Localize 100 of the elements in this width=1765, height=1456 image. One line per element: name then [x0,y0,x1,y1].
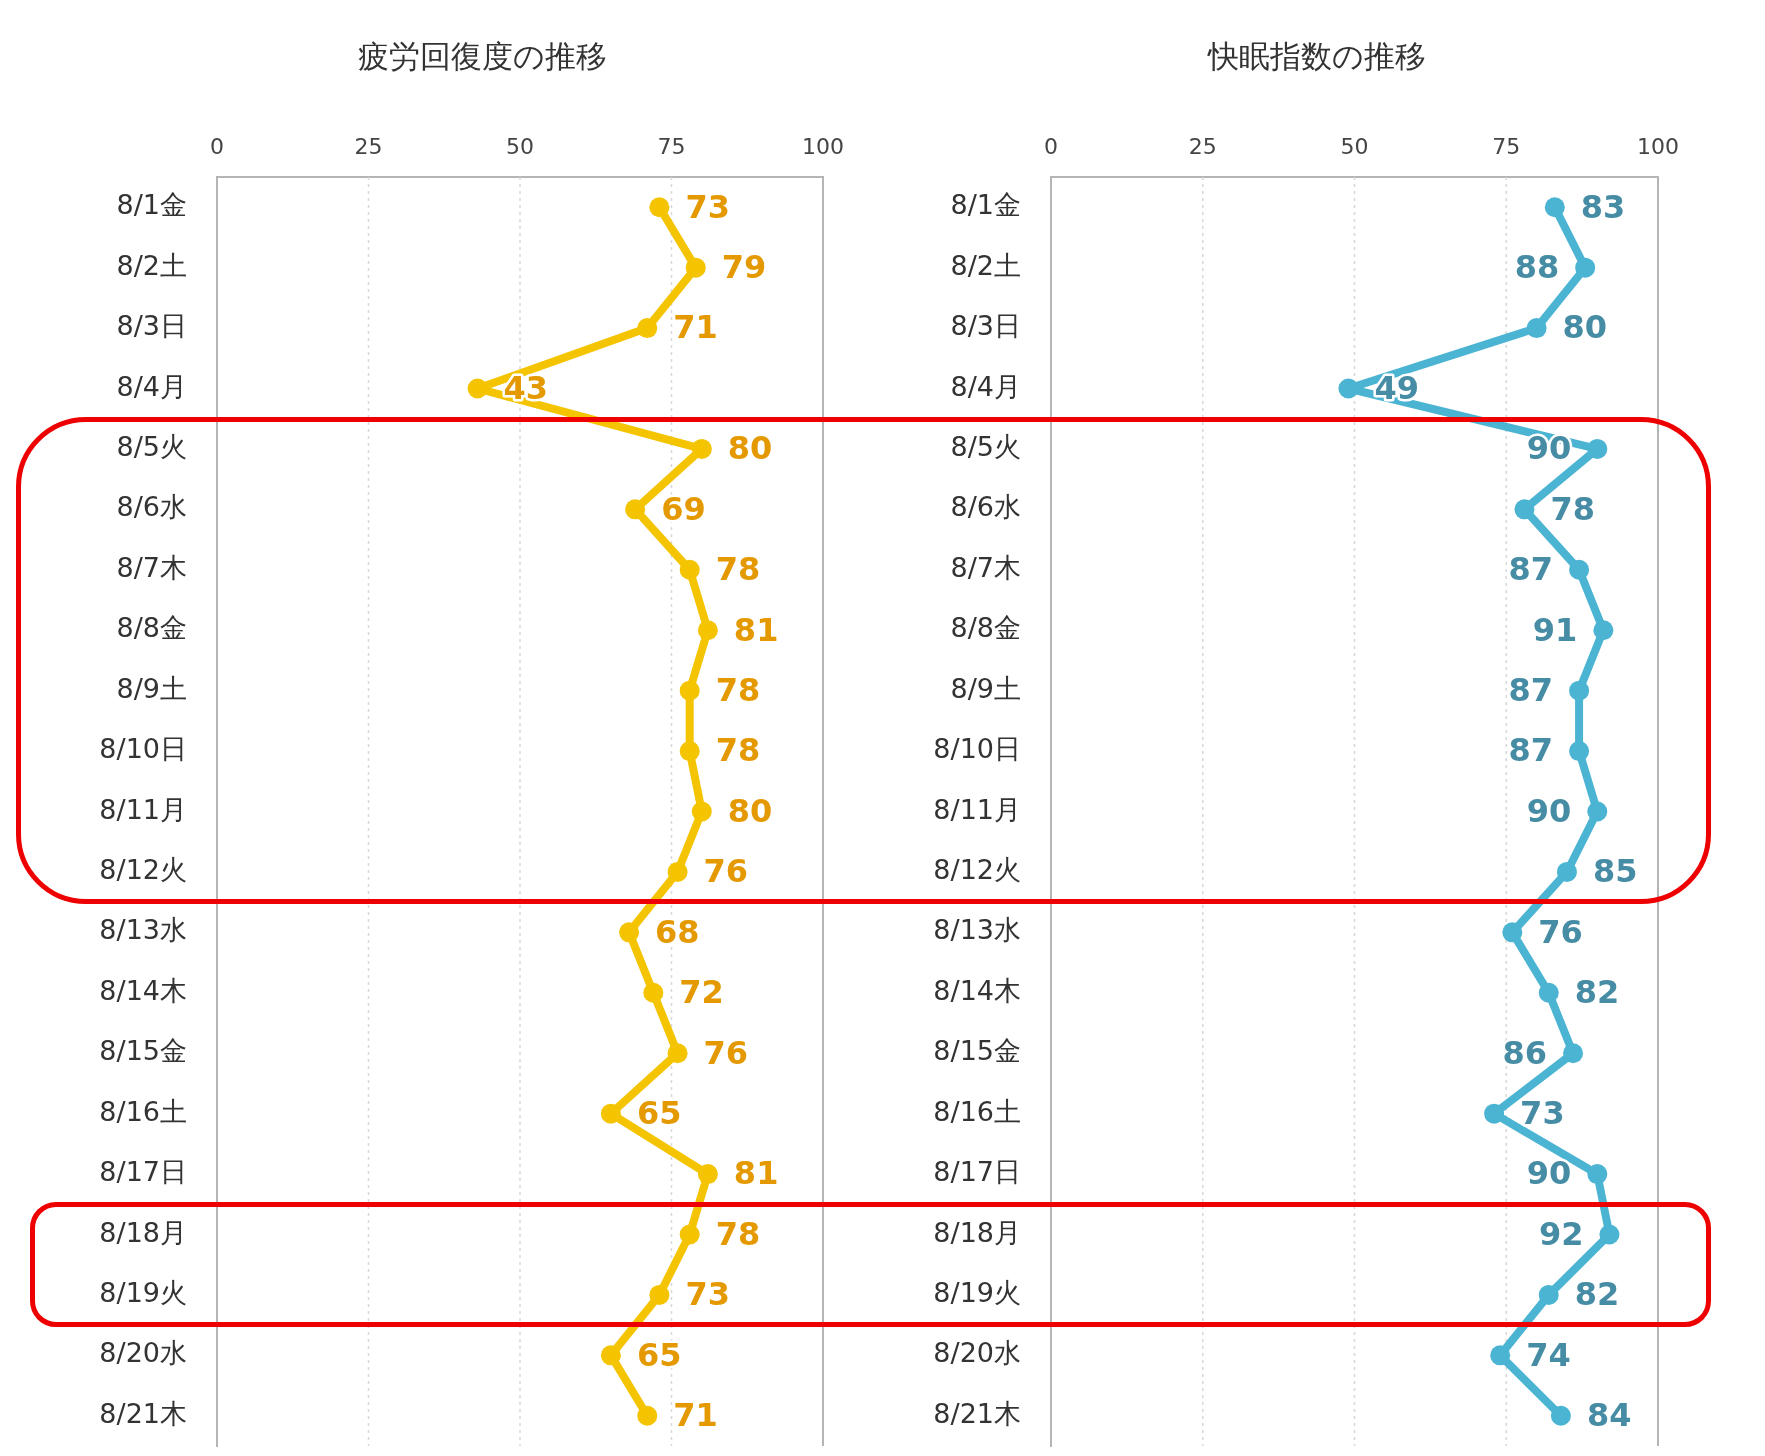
y-tick-label: 8/12火 [933,853,1021,885]
data-label: 73 [1520,1093,1565,1132]
point [691,438,712,459]
y-tick-label: 8/7木 [116,551,187,583]
y-tick-label: 8/5火 [950,430,1021,462]
point [1575,257,1596,278]
data-label: 76 [703,1033,749,1072]
point [697,1164,718,1185]
point [679,741,700,762]
x-tick-label: 75 [657,133,686,159]
data-label: 76 [1538,912,1583,951]
y-tick-label: 8/1金 [116,189,187,221]
data-label: 90 [1526,791,1572,830]
point [1550,1405,1571,1426]
data-label: 76 [703,852,749,891]
data-label: 79 [721,247,767,286]
x-tick-label: 0 [210,133,224,159]
y-tick-label: 8/14木 [99,974,187,1006]
data-label: 83 [1580,187,1626,226]
point [600,1345,621,1366]
y-tick-label: 8/6水 [116,491,187,523]
data-label: 88 [1514,247,1560,286]
point [697,620,718,641]
point [1538,1284,1559,1305]
data-label: 49 [1374,368,1419,407]
data-label: 82 [1574,1275,1620,1314]
data-label: 90 [1526,1154,1572,1193]
data-label: 80 [1562,308,1608,347]
y-tick-label: 8/20水 [99,1337,187,1369]
y-tick-label: 8/9土 [116,672,187,704]
data-label: 81 [733,610,779,649]
y-tick-label: 8/21木 [99,1397,187,1429]
data-label: 82 [1574,973,1620,1012]
data-label: 78 [715,670,761,709]
point [1526,318,1547,339]
point [1484,1103,1505,1124]
point [467,378,488,399]
point [1544,197,1565,218]
point [667,861,688,882]
data-label: 71 [673,1396,718,1435]
point [1569,741,1590,762]
data-label: 85 [1592,852,1638,891]
data-label: 43 [503,368,549,407]
y-tick-label: 8/17日 [933,1156,1021,1188]
y-tick-label: 8/12火 [99,853,187,885]
y-tick-label: 8/10日 [99,733,187,765]
data-label: 80 [727,429,773,468]
point [1538,982,1559,1003]
y-tick-label: 8/10日 [933,733,1021,765]
y-tick-label: 8/8金 [116,612,187,644]
x-tick-label: 25 [354,133,383,159]
y-tick-label: 8/8金 [950,612,1021,644]
y-tick-label: 8/2土 [116,249,187,281]
x-tick-label: 100 [802,133,844,159]
point [619,922,640,943]
point [600,1103,621,1124]
y-tick-label: 8/2土 [950,249,1021,281]
y-tick-label: 8/4月 [116,370,187,402]
data-label: 84 [1586,1396,1632,1435]
data-label: 73 [685,187,730,226]
data-label: 73 [685,1275,730,1314]
point [1502,922,1523,943]
data-label: 72 [679,973,724,1012]
data-label: 87 [1508,731,1554,770]
y-tick-label: 8/3日 [116,310,187,342]
point [685,257,706,278]
data-label: 78 [1550,489,1595,528]
y-tick-label: 8/19火 [933,1276,1021,1308]
x-tick-label: 100 [1637,133,1679,159]
y-tick-label: 8/11月 [933,793,1021,825]
y-tick-label: 8/6水 [950,491,1021,523]
point [649,197,670,218]
point [679,559,700,580]
point [1593,620,1614,641]
point [1338,378,1359,399]
data-label: 65 [636,1335,682,1374]
x-tick-label: 75 [1492,133,1521,159]
data-label: 78 [715,1214,761,1253]
data-label: 80 [727,791,773,830]
data-label: 87 [1508,670,1554,709]
data-label: 69 [661,489,706,528]
point [1563,1043,1584,1064]
point [1587,801,1608,822]
data-label: 92 [1538,1214,1584,1253]
data-label: 65 [636,1093,682,1132]
point [1587,438,1608,459]
y-tick-label: 8/21木 [933,1397,1021,1429]
y-tick-label: 8/18月 [99,1216,187,1248]
point [679,1224,700,1245]
y-tick-label: 8/9土 [950,672,1021,704]
point [1587,1164,1608,1185]
x-tick-label: 25 [1188,133,1217,159]
point [1569,680,1590,701]
data-label: 91 [1532,610,1578,649]
data-label: 78 [715,550,761,589]
data-label: 68 [655,912,700,951]
data-label: 74 [1526,1335,1571,1374]
y-tick-label: 8/15金 [933,1035,1021,1067]
x-tick-label: 50 [1340,133,1369,159]
y-tick-label: 8/1金 [950,189,1021,221]
